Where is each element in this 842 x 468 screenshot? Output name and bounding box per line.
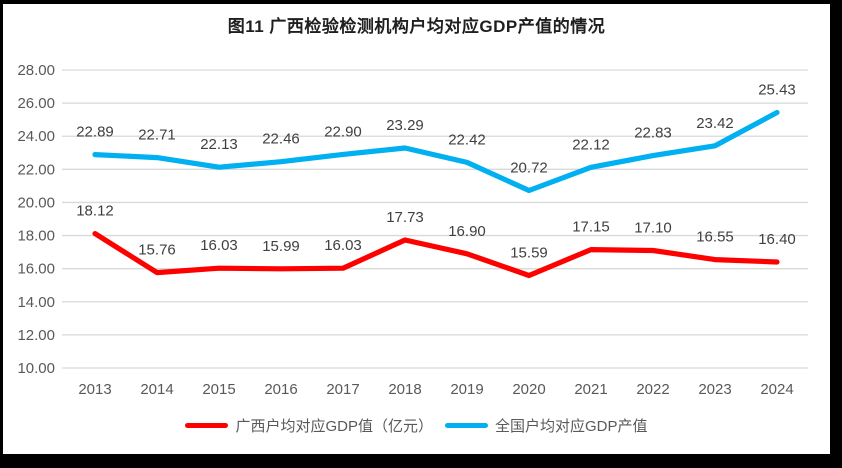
data-label-0: 15.99: [262, 238, 300, 255]
data-label-0: 16.40: [758, 231, 796, 248]
legend-item-national: 全国户均对应GDP产值: [445, 415, 648, 436]
series-line-1: [92, 109, 780, 194]
legend-item-guangxi: 广西户均对应GDP值（亿元）: [185, 415, 433, 436]
chart-title: 图11 广西检验检测机构户均对应GDP产值的情况: [227, 17, 606, 36]
x-axis-tick-label: 2017: [326, 381, 359, 398]
data-label-0: 16.55: [696, 229, 734, 246]
legend-label-guangxi: 广西户均对应GDP值（亿元）: [235, 418, 433, 435]
data-label-1: 22.12: [572, 136, 610, 153]
data-label-1: 22.42: [448, 131, 486, 148]
red-line-swatch: [185, 423, 229, 428]
data-label-0: 16.90: [448, 223, 486, 240]
y-axis-tick-label: 12.00: [17, 327, 55, 344]
data-label-0: 16.03: [200, 237, 238, 254]
data-label-0: 16.03: [324, 237, 362, 254]
y-axis-tick-label: 14.00: [17, 294, 55, 311]
data-label-1: 20.72: [510, 160, 548, 177]
data-label-1: 22.89: [76, 124, 114, 141]
x-axis-tick-label: 2015: [202, 381, 235, 398]
y-axis-tick-label: 18.00: [17, 228, 55, 245]
data-label-0: 18.12: [76, 203, 114, 220]
x-axis-tick-label: 2020: [512, 381, 545, 398]
x-axis-tick-label: 2021: [574, 381, 607, 398]
x-axis-tick-label: 2023: [698, 381, 731, 398]
data-label-1: 22.46: [262, 131, 300, 148]
data-label-1: 22.71: [138, 127, 176, 144]
data-label-0: 17.10: [634, 219, 672, 236]
data-label-0: 17.73: [386, 209, 424, 226]
data-label-1: 23.29: [386, 117, 424, 134]
x-axis-tick-label: 2016: [264, 381, 297, 398]
data-label-1: 25.43: [758, 82, 796, 99]
y-axis-tick-label: 26.00: [17, 95, 55, 112]
legend-label-national: 全国户均对应GDP产值: [495, 418, 648, 435]
y-axis-tick-label: 28.00: [17, 62, 55, 79]
x-axis-tick-label: 2022: [636, 381, 669, 398]
legend: 广西户均对应GDP值（亿元） 全国户均对应GDP产值: [3, 415, 830, 436]
y-axis-tick-label: 22.00: [17, 161, 55, 178]
x-axis-tick-label: 2014: [140, 381, 173, 398]
x-axis-tick-label: 2013: [78, 381, 111, 398]
data-label-0: 17.15: [572, 219, 610, 236]
y-axis-tick-label: 16.00: [17, 261, 55, 278]
data-label-1: 22.13: [200, 136, 238, 153]
blue-line-swatch: [445, 423, 488, 428]
data-label-1: 23.42: [696, 115, 734, 132]
series-line-0: [92, 231, 780, 279]
data-label-1: 22.83: [634, 125, 672, 142]
y-axis-tick-label: 10.00: [17, 360, 55, 377]
y-axis-tick-label: 24.00: [17, 128, 55, 145]
data-label-0: 15.59: [510, 244, 548, 261]
data-label-0: 15.76: [138, 242, 176, 259]
y-axis-tick-label: 20.00: [17, 194, 55, 211]
x-axis-tick-label: 2019: [450, 381, 483, 398]
data-label-1: 22.90: [324, 123, 362, 140]
x-axis-tick-label: 2018: [388, 381, 421, 398]
line-chart-plot: 10.00 12.00 14.00 16.00 18.00 20.00 22.00 24.00…: [17, 62, 808, 398]
x-axis-tick-label: 2024: [760, 381, 793, 398]
